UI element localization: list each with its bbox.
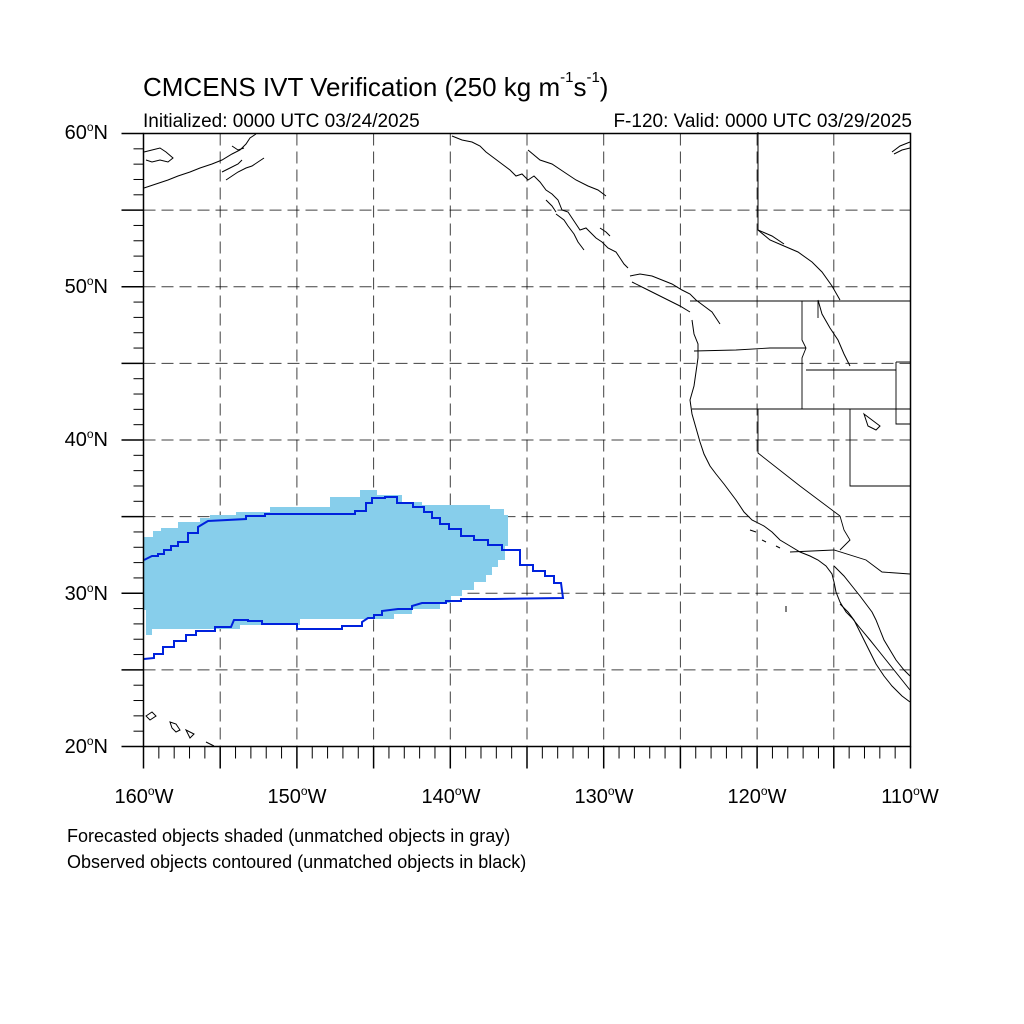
- lon-label-150w: 150oW: [267, 784, 327, 808]
- lat-label-40n: 40oN: [64, 427, 108, 451]
- forecast-ivt-object: [144, 490, 508, 635]
- caption-forecast: Forecasted objects shaded (unmatched obj…: [67, 826, 511, 846]
- lon-label-130w: 130oW: [574, 784, 634, 808]
- lon-label-160w: 160oW: [114, 784, 174, 808]
- lat-label-50n: 50oN: [64, 274, 108, 298]
- lat-label-20n: 20oN: [64, 734, 108, 758]
- lat-label-30n: 30oN: [64, 581, 108, 605]
- lon-label-120w: 120oW: [727, 784, 787, 808]
- lon-label-110w: 110oW: [881, 784, 939, 808]
- observed-ivt-contour: [143, 496, 565, 660]
- gridlines: [143, 133, 911, 747]
- coastlines: [143, 132, 911, 747]
- boundaries: [690, 300, 911, 575]
- axis-ticks: [121, 132, 912, 769]
- lat-label-60n: 60oN: [64, 120, 108, 144]
- caption-observed: Observed objects contoured (unmatched ob…: [67, 852, 527, 872]
- lon-label-140w: 140oW: [421, 784, 481, 808]
- map-frame: [142, 132, 912, 748]
- valid-time: F-120: Valid: 0000 UTC 03/29/2025: [613, 111, 912, 132]
- initialized-time: Initialized: 0000 UTC 03/24/2025: [143, 111, 420, 132]
- map-title: CMCENS IVT Verification (250 kg m-1s-1): [143, 69, 609, 102]
